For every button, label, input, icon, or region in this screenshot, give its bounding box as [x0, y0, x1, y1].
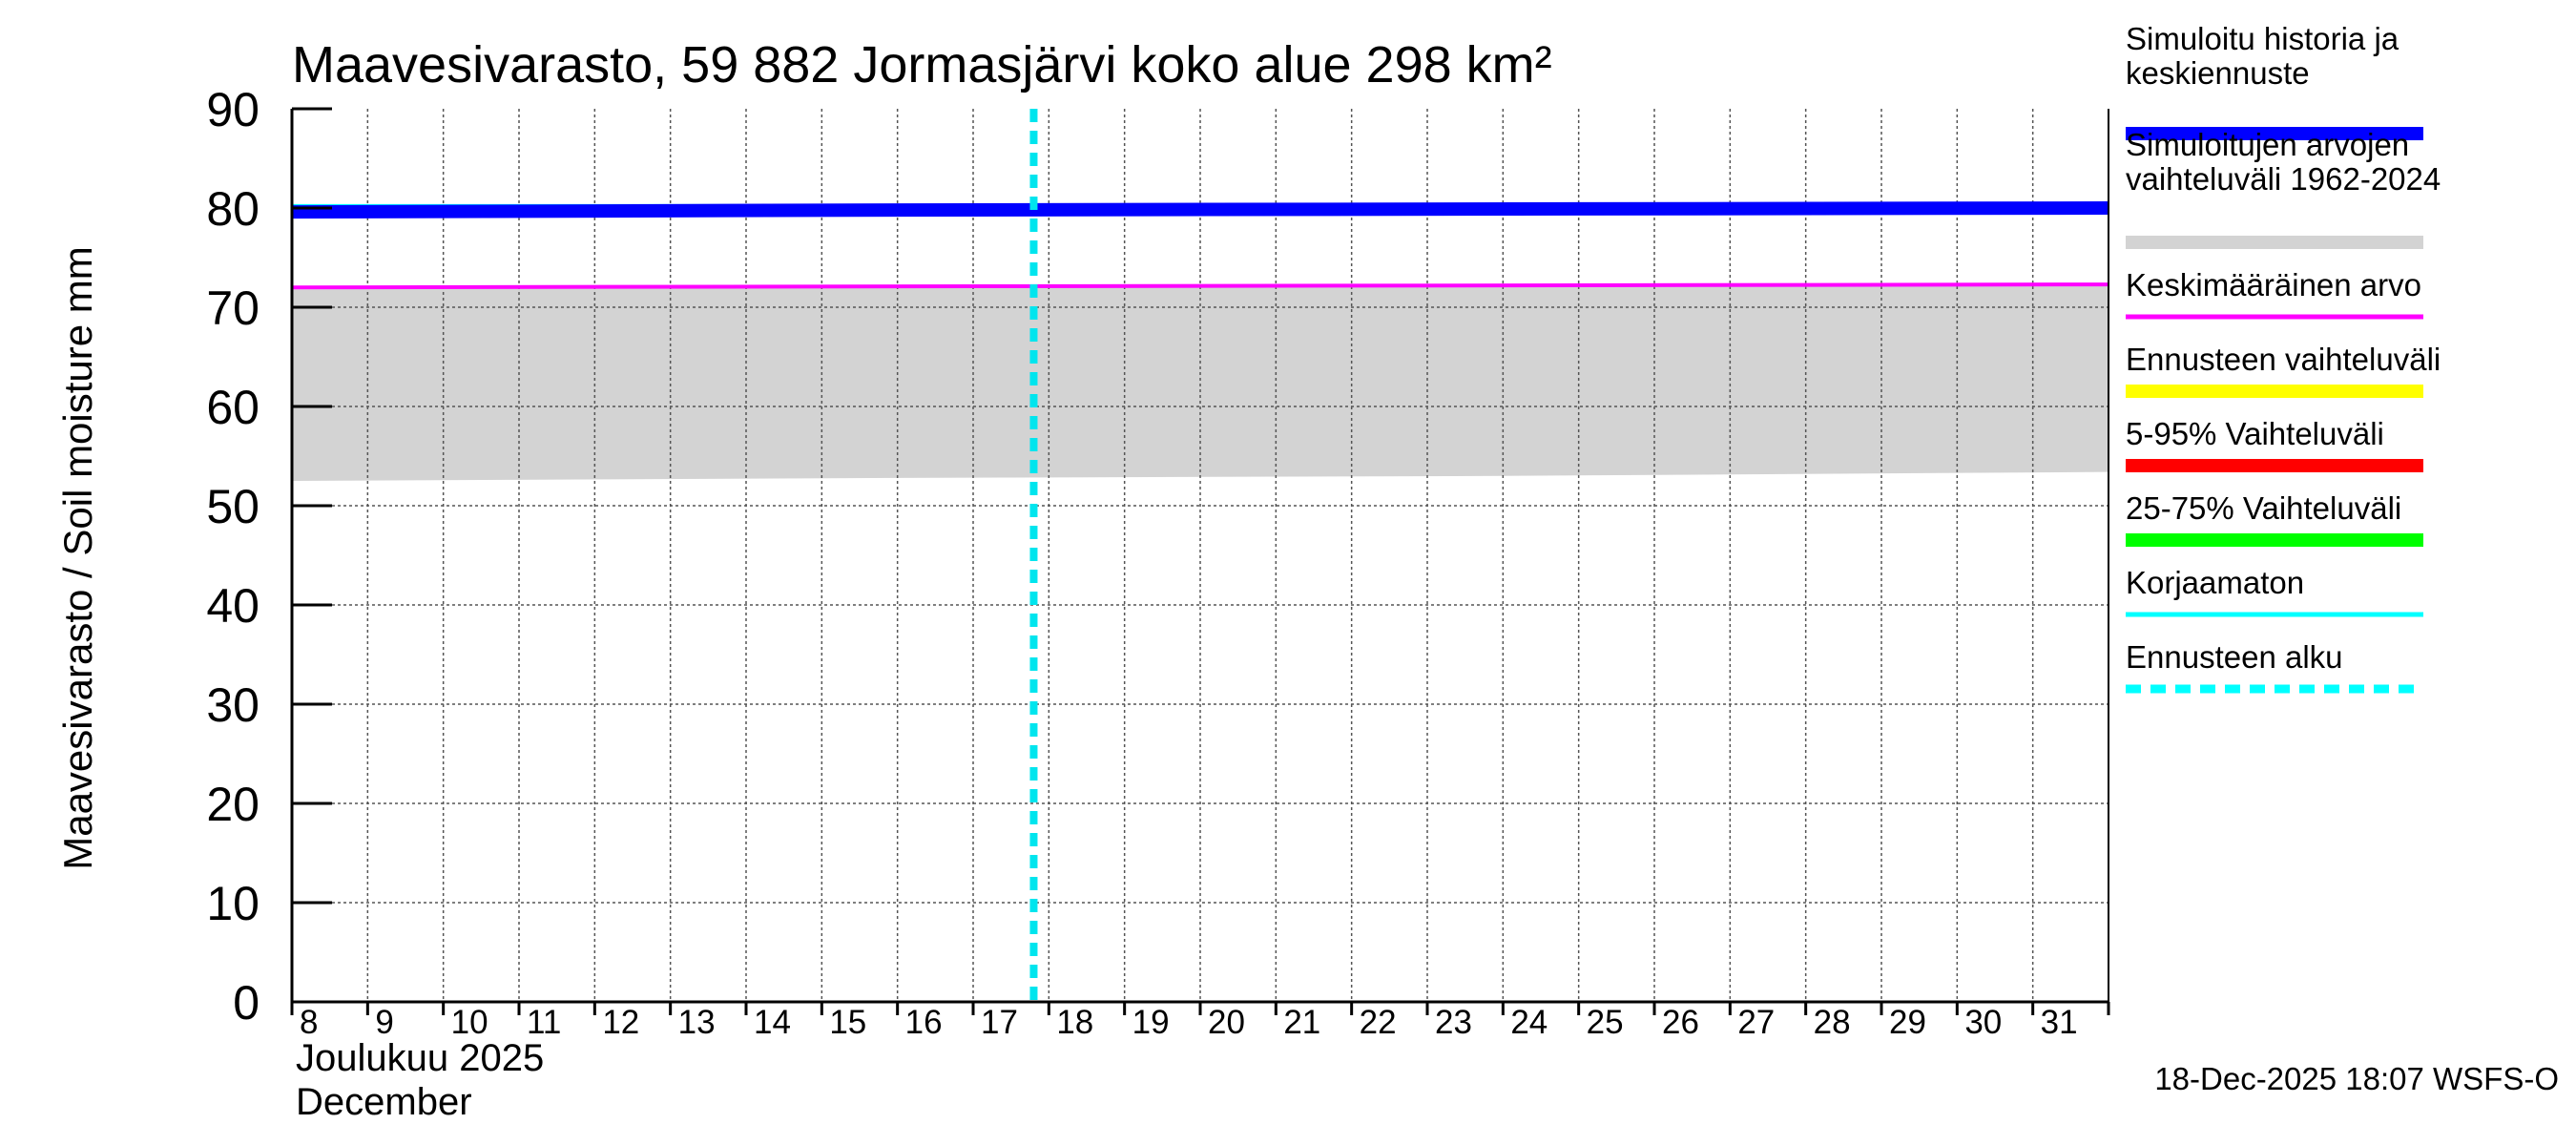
- x-tick-label: 23: [1435, 1004, 1472, 1041]
- legend-label: 25-75% Vaihteluväli: [2126, 490, 2401, 526]
- legend-label-line: vaihteluväli 1962-2024: [2126, 161, 2441, 197]
- y-tick-label: 10: [206, 877, 260, 930]
- y-tick-label: 0: [233, 976, 260, 1030]
- y-axis-label: Maavesivarasto / Soil moisture mm: [55, 246, 100, 870]
- variation-band-layer: [292, 285, 2109, 481]
- legend-label-line: keskiennuste: [2126, 55, 2310, 91]
- x-tick-label: 31: [2041, 1004, 2078, 1041]
- legend-label-line: 5-95% Vaihteluväli: [2126, 416, 2384, 451]
- y-tick-label: 40: [206, 579, 260, 633]
- legend-label: 5-95% Vaihteluväli: [2126, 416, 2384, 451]
- x-tick-label: 10: [451, 1004, 488, 1041]
- series-line-mean: [291, 282, 2109, 290]
- legend-label-line: Simuloitujen arvojen: [2126, 127, 2409, 162]
- timestamp: 18-Dec-2025 18:07 WSFS-O: [2154, 1061, 2559, 1096]
- legend-label: Keskimääräinen arvo: [2126, 267, 2421, 302]
- x-axis-month-fi: Joulukuu 2025: [296, 1037, 544, 1079]
- x-tick-label: 28: [1814, 1004, 1851, 1041]
- x-tick-label: 17: [981, 1004, 1018, 1041]
- x-tick-label: 30: [1964, 1004, 2002, 1041]
- variation-band-0: [292, 285, 2109, 481]
- x-tick-label: 21: [1283, 1004, 1320, 1041]
- x-tick-label: 20: [1208, 1004, 1245, 1041]
- y-tick-label: 70: [206, 281, 260, 335]
- x-tick-label: 26: [1662, 1004, 1699, 1041]
- axes-layer: [290, 107, 2110, 1015]
- x-tick-label: 25: [1587, 1004, 1624, 1041]
- legend: Simuloitu historia ja keskiennusteSimuloi…: [2126, 21, 2441, 694]
- legend-label-line: Ennusteen vaihteluväli: [2126, 342, 2441, 377]
- legend-label: Simuloitu historia ja keskiennuste: [2126, 21, 2399, 91]
- series-line-simulated: [291, 201, 2109, 219]
- x-tick-label: 29: [1889, 1004, 1926, 1041]
- x-tick-label: 22: [1360, 1004, 1397, 1041]
- x-tick-labels: 8 9 10 11 12 13 14 15 16 17 18 19 20 21 22 23 24 25 26 27 28…: [300, 1004, 2078, 1041]
- y-tick-label: 20: [206, 778, 260, 831]
- x-tick-label: 15: [829, 1004, 866, 1041]
- legend-label: Korjaamaton: [2126, 565, 2304, 600]
- legend-label-line: Ennusteen alku: [2126, 639, 2343, 675]
- legend-label: Ennusteen vaihteluväli: [2126, 342, 2441, 377]
- y-tick-label: 30: [206, 678, 260, 732]
- y-tick-label: 50: [206, 480, 260, 533]
- x-tick-label: 16: [905, 1004, 943, 1041]
- x-axis-month-en: December: [296, 1081, 472, 1123]
- y-tick-labels: 0 10 20 30 40 50 60 70 80 90: [206, 83, 260, 1030]
- legend-label-line: Simuloitu historia ja: [2126, 21, 2399, 56]
- x-tick-label: 19: [1132, 1004, 1170, 1041]
- x-tick-label: 27: [1737, 1004, 1775, 1041]
- x-tick-label: 12: [602, 1004, 639, 1041]
- chart-title: Maavesivarasto, 59 882 Jormasjärvi koko …: [292, 36, 1552, 94]
- x-tick-label: 24: [1510, 1004, 1548, 1041]
- legend-label-line: Korjaamaton: [2126, 565, 2304, 600]
- x-tick-label: 18: [1056, 1004, 1093, 1041]
- x-tick-label: 9: [375, 1004, 393, 1041]
- legend-label-line: Keskimääräinen arvo: [2126, 267, 2421, 302]
- grid-layer: [292, 109, 2109, 1002]
- y-tick-label: 90: [206, 83, 260, 136]
- x-tick-label: 14: [754, 1004, 791, 1041]
- x-tick-label: 13: [678, 1004, 716, 1041]
- x-tick-label: 11: [527, 1004, 561, 1041]
- legend-label: Ennusteen alku: [2126, 639, 2343, 675]
- y-tick-label: 80: [206, 182, 260, 236]
- series-layer: [291, 201, 2109, 290]
- x-tick-label: 8: [300, 1004, 318, 1041]
- legend-label: Simuloitujen arvojen vaihteluväli 1962-20…: [2126, 127, 2441, 197]
- y-tick-label: 60: [206, 381, 260, 434]
- legend-label-line: 25-75% Vaihteluväli: [2126, 490, 2401, 526]
